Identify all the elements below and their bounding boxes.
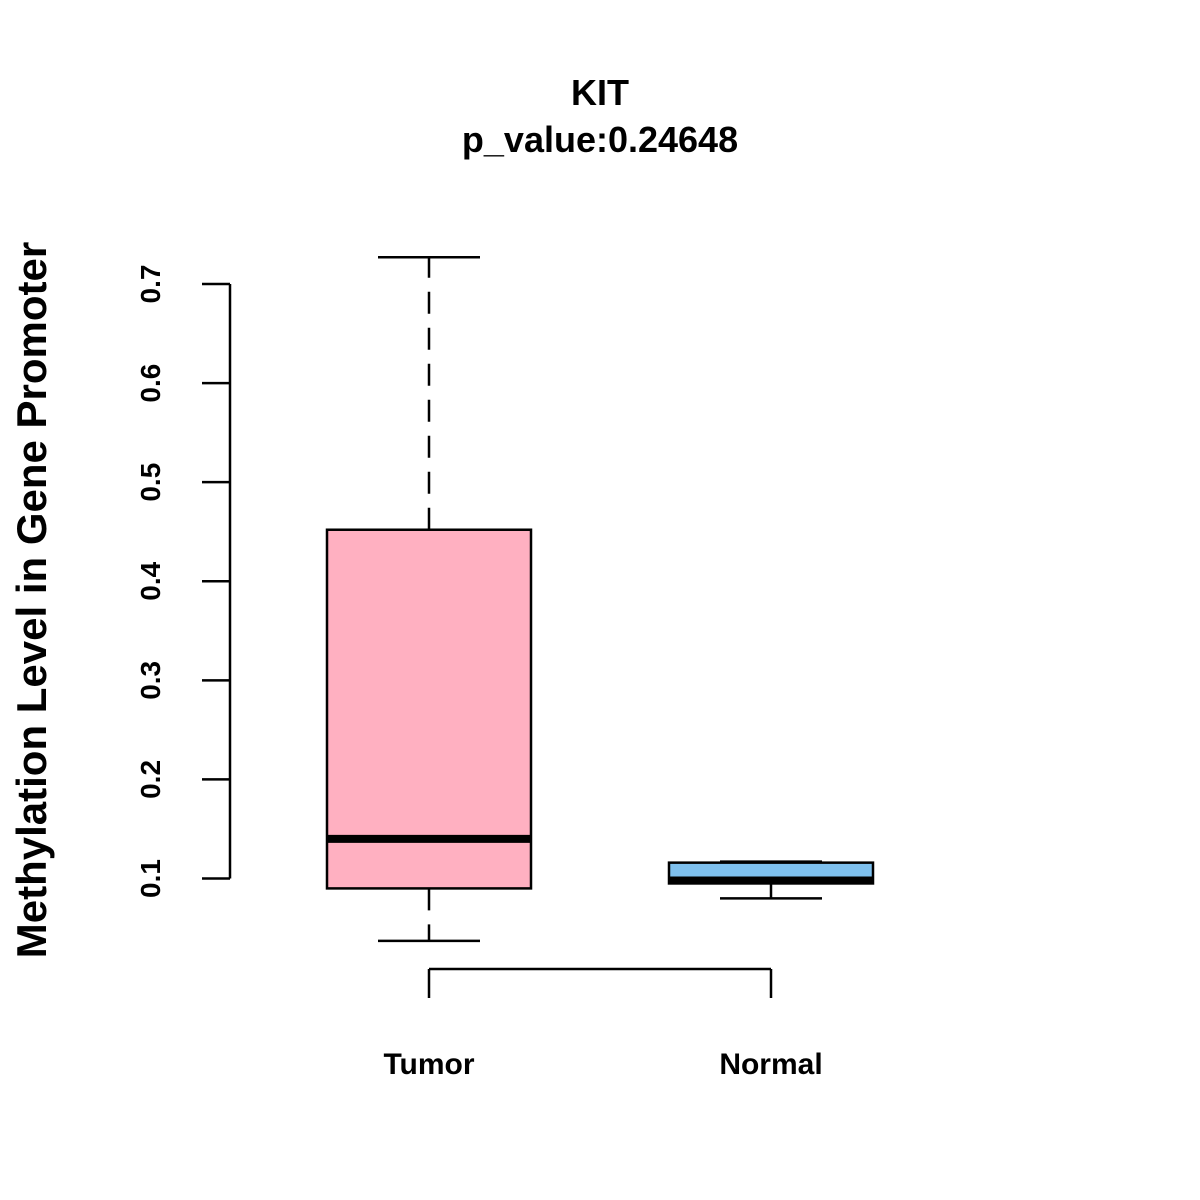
y-tick-label: 0.6 bbox=[135, 364, 166, 403]
chart-title: KIT bbox=[571, 72, 629, 113]
y-tick-label: 0.7 bbox=[135, 265, 166, 304]
y-tick-label: 0.1 bbox=[135, 859, 166, 898]
chart-subtitle: p_value:0.24648 bbox=[462, 119, 738, 160]
y-tick-label: 0.2 bbox=[135, 760, 166, 799]
x-axis: Tumor Normal bbox=[383, 967, 823, 1081]
y-axis: 0.1 0.2 0.3 0.4 0.5 0.6 0.7 bbox=[135, 265, 232, 898]
box-tumor bbox=[325, 256, 533, 943]
iqr-box bbox=[325, 528, 533, 890]
x-tick-label-tumor: Tumor bbox=[383, 1048, 474, 1081]
y-axis-label: Methylation Level in Gene Promoter bbox=[8, 242, 55, 958]
box-normal bbox=[667, 860, 875, 900]
y-tick-label: 0.4 bbox=[135, 561, 166, 600]
boxes bbox=[325, 256, 875, 943]
x-tick-label-normal: Normal bbox=[719, 1048, 822, 1081]
y-tick-label: 0.5 bbox=[135, 463, 166, 502]
y-tick-label: 0.3 bbox=[135, 661, 166, 700]
